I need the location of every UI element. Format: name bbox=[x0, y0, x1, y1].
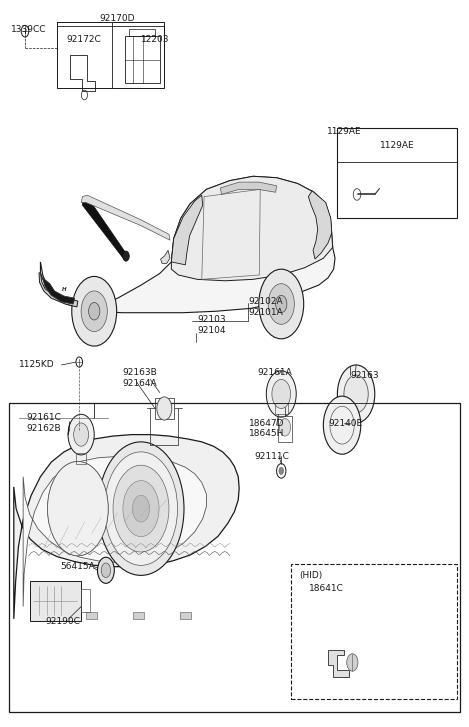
Bar bbox=[337, 128, 457, 218]
Text: 92103: 92103 bbox=[197, 316, 226, 324]
Text: 12203: 12203 bbox=[141, 35, 169, 44]
Text: 92101A: 92101A bbox=[249, 308, 283, 317]
Text: 92102A: 92102A bbox=[249, 297, 283, 306]
Polygon shape bbox=[328, 650, 349, 677]
Circle shape bbox=[279, 467, 284, 475]
Bar bbox=[125, 36, 159, 84]
Bar bbox=[129, 29, 155, 36]
Bar bbox=[81, 589, 91, 612]
Circle shape bbox=[113, 465, 169, 552]
Circle shape bbox=[105, 452, 178, 566]
Polygon shape bbox=[160, 250, 170, 263]
Text: 92161C: 92161C bbox=[26, 414, 61, 422]
Text: 92164A: 92164A bbox=[122, 379, 157, 388]
Circle shape bbox=[74, 423, 89, 446]
Text: 1339CC: 1339CC bbox=[11, 25, 46, 34]
Bar bbox=[155, 398, 174, 419]
Bar bbox=[9, 403, 460, 712]
Polygon shape bbox=[171, 176, 333, 281]
Polygon shape bbox=[40, 176, 335, 313]
Polygon shape bbox=[83, 196, 127, 258]
Text: 92140E: 92140E bbox=[328, 419, 362, 427]
Circle shape bbox=[123, 481, 159, 537]
Text: 92172C: 92172C bbox=[66, 35, 101, 44]
Circle shape bbox=[276, 295, 287, 313]
Circle shape bbox=[344, 375, 368, 413]
Polygon shape bbox=[23, 457, 206, 606]
Text: 92163B: 92163B bbox=[122, 369, 157, 377]
Bar bbox=[39, 611, 51, 619]
Text: 92104: 92104 bbox=[197, 326, 226, 335]
Circle shape bbox=[259, 269, 304, 339]
Bar bbox=[57, 23, 164, 88]
Bar bbox=[291, 564, 457, 699]
Circle shape bbox=[272, 379, 291, 409]
Circle shape bbox=[76, 357, 83, 367]
Bar bbox=[86, 611, 98, 619]
Text: 1129AE: 1129AE bbox=[380, 141, 414, 150]
Circle shape bbox=[101, 563, 111, 577]
Text: 92111C: 92111C bbox=[255, 452, 289, 461]
Polygon shape bbox=[14, 435, 239, 619]
Circle shape bbox=[280, 419, 291, 436]
Polygon shape bbox=[220, 182, 277, 194]
Circle shape bbox=[347, 654, 358, 671]
Text: H: H bbox=[61, 287, 66, 292]
Circle shape bbox=[123, 251, 129, 261]
Text: 18647D: 18647D bbox=[249, 419, 284, 427]
Bar bbox=[133, 611, 144, 619]
Text: 1125KD: 1125KD bbox=[18, 361, 54, 369]
Text: 92161A: 92161A bbox=[257, 369, 292, 377]
Circle shape bbox=[337, 365, 375, 423]
Polygon shape bbox=[309, 190, 332, 259]
Circle shape bbox=[68, 414, 94, 455]
Circle shape bbox=[132, 495, 150, 522]
Polygon shape bbox=[171, 195, 203, 265]
Circle shape bbox=[81, 291, 107, 332]
Text: 18641C: 18641C bbox=[310, 584, 344, 593]
Circle shape bbox=[277, 464, 286, 478]
Bar bbox=[76, 454, 86, 464]
Text: 1129AE: 1129AE bbox=[327, 126, 362, 136]
Bar bbox=[275, 403, 288, 414]
Circle shape bbox=[89, 302, 100, 320]
Bar bbox=[180, 611, 191, 619]
Text: (HID): (HID) bbox=[299, 571, 322, 580]
Text: 56415A: 56415A bbox=[61, 562, 95, 571]
Text: 92163: 92163 bbox=[350, 371, 379, 379]
Text: 92162B: 92162B bbox=[26, 425, 61, 433]
Bar bbox=[30, 581, 81, 621]
Circle shape bbox=[266, 371, 296, 417]
Polygon shape bbox=[81, 195, 170, 240]
Circle shape bbox=[98, 557, 114, 583]
Circle shape bbox=[323, 396, 361, 454]
Polygon shape bbox=[43, 278, 75, 304]
Circle shape bbox=[157, 397, 172, 420]
Text: 18645H: 18645H bbox=[249, 430, 284, 438]
Circle shape bbox=[268, 284, 295, 324]
Text: 92170D: 92170D bbox=[99, 15, 135, 23]
Circle shape bbox=[47, 462, 108, 555]
Circle shape bbox=[72, 276, 117, 346]
Polygon shape bbox=[39, 273, 78, 307]
Circle shape bbox=[98, 442, 184, 575]
Bar bbox=[279, 417, 292, 442]
Text: 92190C: 92190C bbox=[45, 616, 80, 626]
